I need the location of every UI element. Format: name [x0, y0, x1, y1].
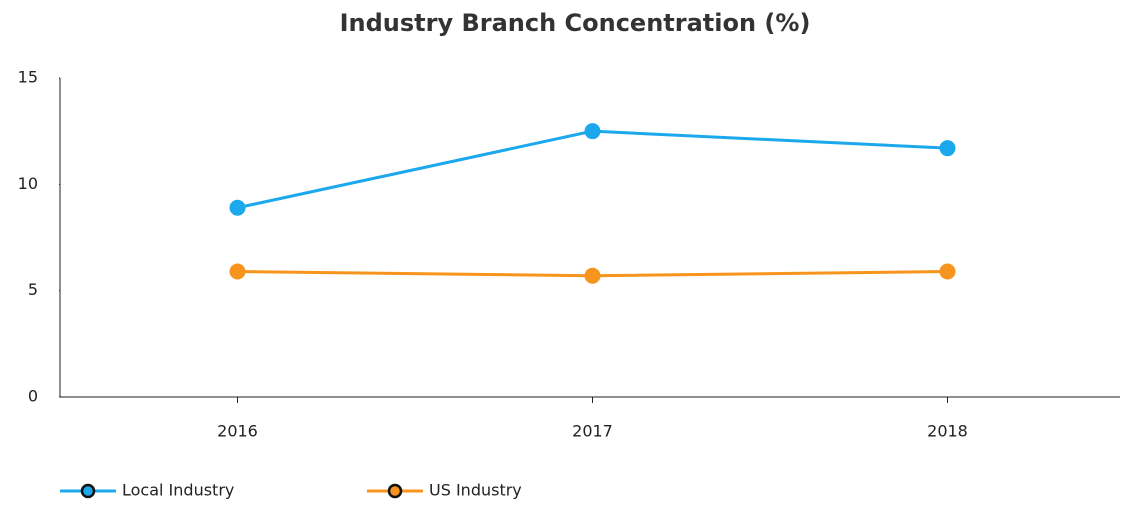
y-tick-label: 5 — [28, 280, 38, 299]
point — [939, 263, 956, 280]
chart-title: Industry Branch Concentration (%) — [340, 9, 811, 37]
point — [939, 140, 956, 157]
series-line — [237, 129, 948, 210]
legend-label: US Industry — [429, 481, 522, 500]
y-tick-label: 0 — [28, 387, 38, 406]
legend-marker — [387, 483, 403, 499]
point — [584, 267, 601, 284]
x-tick-label: 2017 — [572, 422, 613, 441]
point — [229, 199, 246, 216]
legend-marker — [80, 483, 96, 499]
y-tick-label: 10 — [18, 174, 38, 193]
x-tick-label: 2016 — [217, 422, 258, 441]
point — [229, 263, 246, 280]
legend-label: Local Industry — [122, 481, 234, 500]
y-tick-label: 15 — [18, 68, 38, 87]
x-tick-label: 2018 — [927, 422, 968, 441]
point — [584, 123, 601, 140]
